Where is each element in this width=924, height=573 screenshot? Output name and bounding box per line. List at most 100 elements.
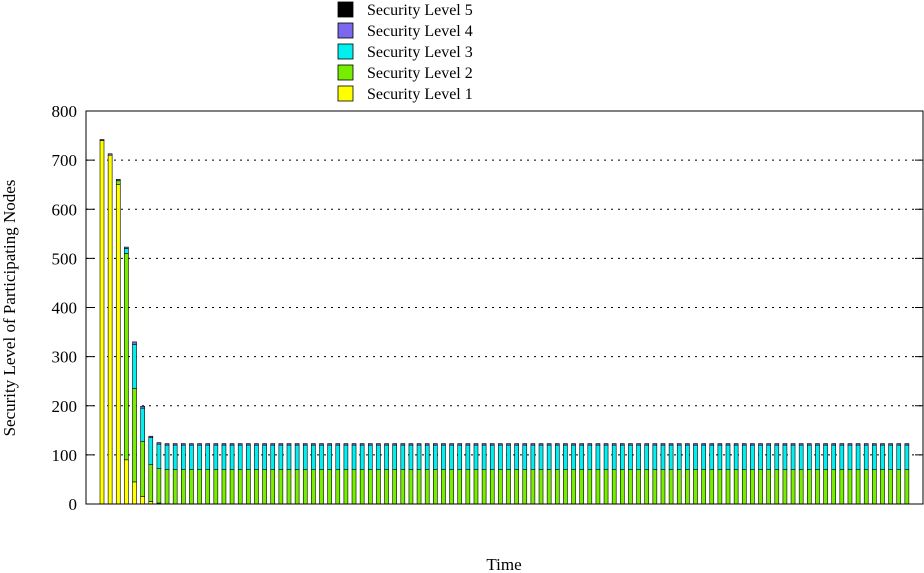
bar-segment-level-4 [563,443,568,446]
bar-segment-level-4 [733,443,739,446]
bar-segment-level-4 [652,443,658,446]
bar-segment-level-4 [636,443,641,446]
bar-segment-level-3 [847,444,853,470]
bar-segment-level-2 [441,469,446,505]
bar-segment-level-2 [611,469,617,505]
bar-segment-level-4 [465,443,471,446]
bar-segment-level-4 [701,443,706,446]
bar-segment-level-3 [481,444,487,470]
bar-segment-level-3 [896,444,902,470]
y-axis-label: Security Level of Participating Nodes [0,180,19,437]
bar-segment-level-3 [676,444,682,470]
bar-segment-level-3 [506,444,511,470]
bar-segment-level-3 [489,444,495,470]
bar-segment-level-4 [107,153,113,156]
bar-segment-level-4 [181,443,186,446]
bar-segment-level-3 [863,444,869,470]
bar-segment-level-4 [335,443,341,446]
bar-segment-level-3 [774,444,780,470]
bar-segment-level-4 [189,443,194,446]
bar-segment-level-4 [384,443,389,446]
bar-segment-level-2 [164,469,170,505]
bar-segment-level-4 [376,443,381,446]
bar-segment-level-4 [367,443,373,446]
bar-segment-level-2 [896,469,902,505]
legend-swatch [337,22,354,39]
bar-segment-level-4 [424,443,430,446]
bar-segment-level-4 [717,443,723,446]
bar-segment-level-2 [847,469,853,505]
bar-segment-level-2 [189,469,194,505]
bar-segment-level-4 [351,443,357,446]
bar-segment-level-3 [351,444,357,470]
bar-segment-level-3 [855,444,861,470]
bar-segment-level-2 [790,469,796,505]
bar-segment-level-4 [538,443,544,446]
bar-segment-level-2 [571,469,576,505]
bar-segment-level-4 [880,443,885,446]
bar-segment-level-2 [246,469,251,505]
bar-segment-level-3 [408,444,414,470]
bar-segment-level-3 [823,444,828,470]
bar-segment-level-3 [473,444,479,470]
bar-segment-level-4 [254,443,259,446]
y-tick-label: 800 [52,102,78,121]
bar-segment-level-3 [416,444,422,470]
bar-segment-level-3 [668,444,674,470]
bar-segment-level-2 [286,469,292,505]
bar-segment-level-3 [766,444,771,470]
bar-segment-level-4 [319,443,324,446]
bar-segment-level-2 [481,469,487,505]
bar-segment-level-2 [522,469,528,505]
bar-segment-level-3 [644,444,650,470]
bar-segment-level-4 [115,178,121,182]
bar-segment-level-4 [246,443,251,446]
bar-segment-level-3 [872,444,877,470]
bar-segment-level-2 [359,469,365,505]
bar-segment-level-2 [489,469,495,505]
bar-segment-level-3 [538,444,544,470]
bar-segment-level-2 [831,469,837,505]
bar-segment-level-2 [205,469,210,505]
bar-segment-level-2 [229,469,235,505]
bar-segment-level-2 [140,441,145,497]
bar-segment-level-2 [733,469,739,505]
bar-segment-level-2 [538,469,544,505]
bar-segment-level-2 [124,253,129,461]
bar-segment-level-4 [709,443,715,446]
legend-label: Security Level 2 [367,65,473,82]
bar-segment-level-3 [807,444,812,470]
bar-segment-level-3 [717,444,723,470]
bar-segment-level-2 [465,469,471,505]
bar-segment-level-3 [709,444,715,470]
bar-segment-level-3 [798,444,804,470]
bar-segment-level-2 [807,469,812,505]
bar-segment-level-1 [115,184,121,505]
bar-segment-level-3 [457,444,463,470]
bar-segment-level-2 [530,469,536,505]
bar-segment-level-4 [156,442,162,445]
bar-segment-level-4 [620,443,625,446]
bar-segment-level-3 [367,444,373,470]
legend-label: Security Level 4 [367,23,473,40]
bar-segment-level-2 [839,469,845,505]
bar-segment-level-3 [587,444,593,470]
bar-segment-level-4 [863,443,869,446]
bar-segment-level-3 [400,444,406,470]
bar-segment-level-3 [750,444,755,470]
bar-segment-level-2 [392,469,397,505]
bar-segment-level-4 [758,443,763,446]
bar-segment-level-4 [595,443,601,446]
bar-segment-level-4 [278,443,284,446]
bar-segment-level-4 [741,443,747,446]
bar-segment-level-4 [790,443,796,446]
x-axis-label: Time [486,555,521,573]
legend-label: Security Level 1 [367,86,473,103]
bar-segment-level-2 [270,469,276,505]
bar-segment-level-2 [327,469,332,505]
bar-segment-level-3 [156,443,162,469]
bar-segment-level-4 [506,443,511,446]
bar-segment-level-2 [400,469,406,505]
bar-segment-level-2 [384,469,389,505]
